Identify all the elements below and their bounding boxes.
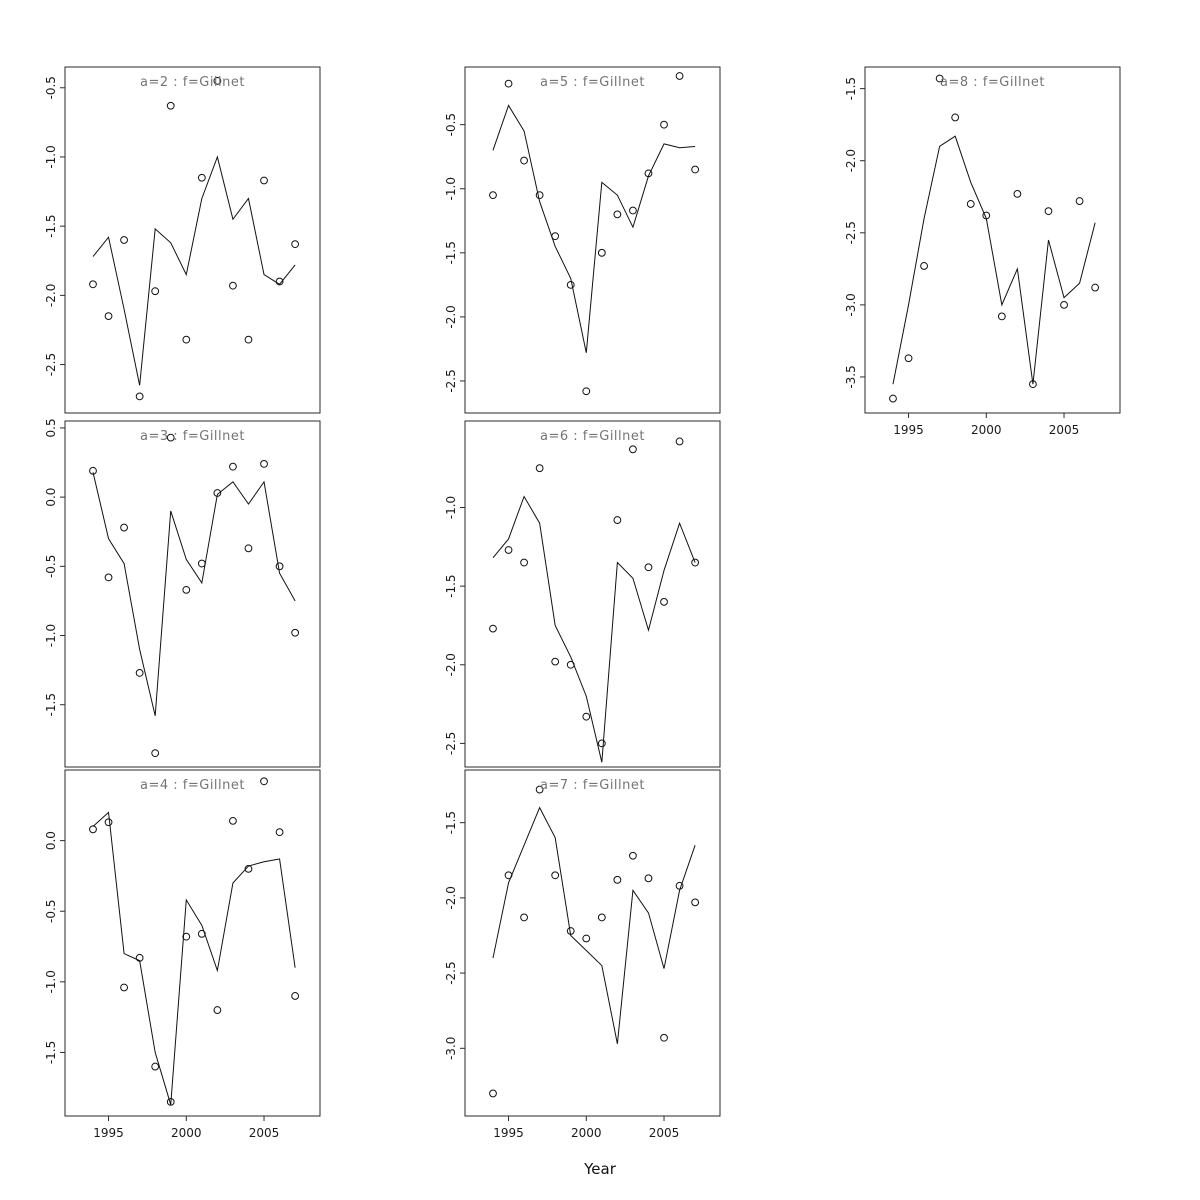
svg-text:-2.5: -2.5 (444, 961, 458, 984)
svg-text:-0.5: -0.5 (44, 555, 58, 578)
svg-text:-1.5: -1.5 (444, 574, 458, 597)
panel-a3-plot-area: 0.5 0.0 -0.5 -1.0 -1.5 (44, 418, 321, 768)
svg-text:0.0: 0.0 (44, 488, 58, 507)
panel-a4-gillnet: 0.0 -0.5 -1.0 -1.5 1995 2000 2005 a=4 : f=Gill… (15, 758, 338, 1158)
svg-text:-2.5: -2.5 (844, 221, 858, 244)
svg-text:1995: 1995 (493, 1126, 524, 1140)
svg-text:-0.5: -0.5 (44, 76, 58, 99)
panel-a2-plot-area: -0.5 -1.0 -1.5 -2.0 -2.5 (44, 66, 321, 414)
panel-a8-plot-area: -1.5 -2.0 -2.5 -3.0 -3.5 1995 2000 2005 (844, 66, 1121, 437)
svg-text:-1.5: -1.5 (44, 693, 58, 716)
svg-text:-0.5: -0.5 (444, 113, 458, 136)
svg-text:-2.0: -2.0 (44, 284, 58, 307)
svg-text:-0.5: -0.5 (44, 900, 58, 923)
svg-text:-1.5: -1.5 (44, 1041, 58, 1064)
svg-text:2005: 2005 (649, 1126, 680, 1140)
svg-text:2000: 2000 (971, 423, 1002, 437)
svg-text:-2.5: -2.5 (444, 369, 458, 392)
panel-a4-plot-area: 0.0 -0.5 -1.0 -1.5 1995 2000 2005 (44, 769, 321, 1140)
svg-text:-1.5: -1.5 (44, 214, 58, 237)
svg-text:-2.0: -2.0 (844, 149, 858, 172)
svg-text:-3.0: -3.0 (844, 293, 858, 316)
svg-text:1995: 1995 (93, 1126, 124, 1140)
svg-text:0.5: 0.5 (44, 418, 58, 437)
panel-a2-gillnet: -0.5 -1.0 -1.5 -2.0 -2.5 a=2 : f=Gillnet (15, 55, 338, 455)
panel-a7-plot-area: -1.5 -2.0 -2.5 -3.0 1995 2000 2005 (444, 769, 721, 1140)
svg-text:2005: 2005 (1049, 423, 1080, 437)
svg-text:-2.5: -2.5 (44, 353, 58, 376)
svg-text:1995: 1995 (893, 423, 924, 437)
svg-text:2000: 2000 (571, 1126, 602, 1140)
svg-text:-1.5: -1.5 (444, 811, 458, 834)
svg-text:-3.0: -3.0 (444, 1037, 458, 1060)
svg-text:-2.0: -2.0 (444, 653, 458, 676)
svg-text:-1.0: -1.0 (44, 145, 58, 168)
svg-text:-3.5: -3.5 (844, 365, 858, 388)
svg-text:-1.5: -1.5 (444, 241, 458, 264)
svg-text:2000: 2000 (171, 1126, 202, 1140)
svg-text:-1.0: -1.0 (444, 496, 458, 519)
svg-text:-1.0: -1.0 (44, 970, 58, 993)
panel-a8-gillnet: -1.5 -2.0 -2.5 -3.0 -3.5 1995 2000 2005 a=8 : f… (815, 55, 1138, 455)
svg-text:-1.0: -1.0 (444, 177, 458, 200)
svg-text:-2.0: -2.0 (444, 305, 458, 328)
svg-text:-1.5: -1.5 (844, 77, 858, 100)
panel-a5-gillnet: -0.5 -1.0 -1.5 -2.0 -2.5 a=5 : f=Gillnet (415, 55, 738, 455)
panel-a7-gillnet: -1.5 -2.0 -2.5 -3.0 1995 2000 2005 a=7 : f=Gil… (415, 758, 738, 1158)
panel-a5-plot-area: -0.5 -1.0 -1.5 -2.0 -2.5 (444, 66, 721, 414)
svg-text:-2.5: -2.5 (444, 732, 458, 755)
svg-text:2005: 2005 (249, 1126, 280, 1140)
svg-text:-1.0: -1.0 (44, 624, 58, 647)
svg-text:0.0: 0.0 (44, 831, 58, 850)
panel-a6-gillnet: -1.0 -1.5 -2.0 -2.5 a=6 : f=Gillnet (415, 409, 738, 809)
x-axis-label: Year (584, 1160, 616, 1178)
panel-a3-gillnet: 0.5 0.0 -0.5 -1.0 -1.5 a=3 : f=Gillnet (15, 409, 338, 809)
panel-a6-plot-area: -1.0 -1.5 -2.0 -2.5 (444, 420, 721, 768)
svg-text:-2.0: -2.0 (444, 886, 458, 909)
